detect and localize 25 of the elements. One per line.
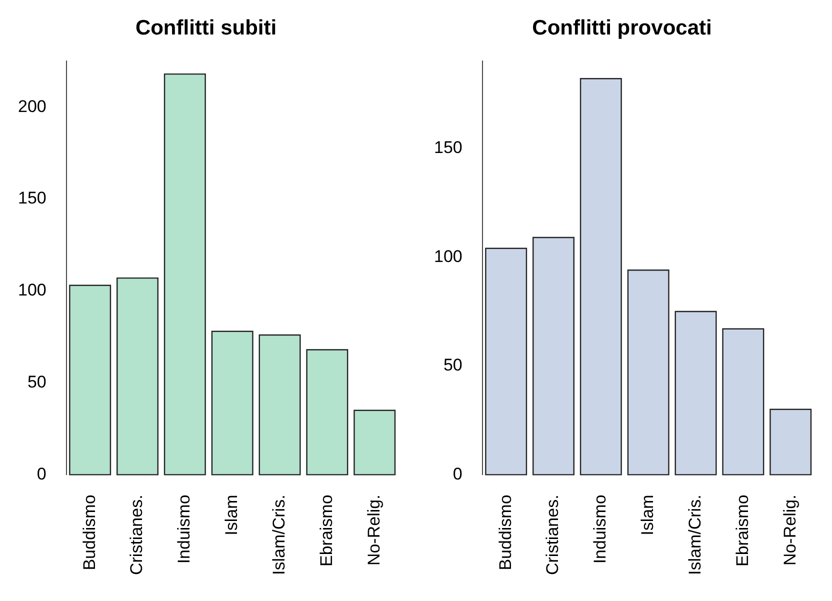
x-tick-label: No-Relig. [364,494,384,566]
y-tick-label: 0 [452,464,462,484]
y-tick-label: 50 [27,372,46,392]
x-tick-label: Islam [222,494,242,536]
y-tick-label: 150 [434,138,462,157]
x-tick-label: Induismo [590,494,610,564]
y-tick-label: 50 [443,356,462,375]
y-tick-label: 0 [36,464,46,484]
y-tick-label: 150 [18,188,46,208]
x-tick-label: Buddismo [496,494,515,570]
x-tick-label: Islam/Cris. [269,494,288,575]
x-tick-label: Ebraismo [316,494,336,567]
y-tick-label: 100 [18,280,46,300]
chart-title: Conflitti provocati [532,16,712,40]
x-tick-label: Ebraismo [732,494,752,567]
x-tick-label: Cristianes. [127,494,146,576]
x-tick-label: Islam/Cris. [685,494,704,575]
x-tick-label: Islam [638,494,658,536]
y-tick-label: 200 [18,96,46,116]
y-tick-label: 100 [434,246,462,266]
x-tick-label: Buddismo [80,494,99,570]
x-tick-label: Induismo [174,494,194,564]
x-tick-label: No-Relig. [780,494,800,566]
x-tick-label: Cristianes. [543,494,562,576]
chart-title: Conflitti subiti [135,16,277,40]
